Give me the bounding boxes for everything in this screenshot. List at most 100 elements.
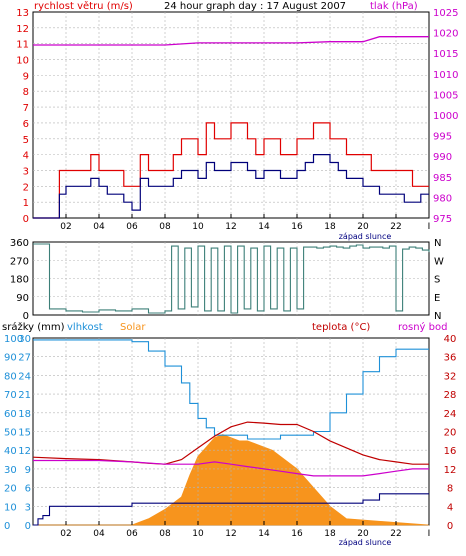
wind-average-line <box>33 154 429 219</box>
rain-tick-label: 6 <box>25 484 31 495</box>
wind-chart-x-tick-label: 04 <box>93 222 105 232</box>
bottom-chart-x-tick-label: I <box>428 529 431 539</box>
humidity-tick-label: 100 <box>4 334 23 345</box>
pressure-tick-label: 980 <box>433 193 452 204</box>
direction-degree-label: 0 <box>23 311 29 322</box>
temp-humidity-chart: srážky (mm) vlhkost Solar teplota (°C) r… <box>2 321 456 547</box>
humidity-tick-label: 80 <box>4 371 17 382</box>
wind-speed-tick-label: 5 <box>23 135 29 146</box>
temperature-tick-label: 24 <box>444 409 457 420</box>
wind-chart-x-tick-label: 18 <box>324 222 336 232</box>
bottom-chart-x-tick-label: 14 <box>258 529 270 539</box>
wind-chart-x-tick-label: 22 <box>390 222 401 232</box>
pressure-tick-label: 1010 <box>433 70 458 81</box>
rain-tick-label: 30 <box>18 334 31 345</box>
bottom-chart-x-tick-label: 02 <box>60 529 71 539</box>
wind-speed-tick-label: 10 <box>16 56 29 67</box>
humidity-tick-label: 40 <box>4 446 17 457</box>
temperature-tick-label: 28 <box>444 390 457 401</box>
temperature-tick-label: 4 <box>447 502 453 513</box>
rain-axis-title: srážky (mm) <box>2 321 65 333</box>
wind-speed-tick-label: 2 <box>23 182 29 193</box>
humidity-tick-label: 50 <box>4 428 17 439</box>
rain-tick-label: 15 <box>18 428 31 439</box>
temperature-tick-label: 16 <box>444 446 457 457</box>
humidity-tick-label: 10 <box>4 502 17 513</box>
direction-degree-label: 270 <box>10 256 29 267</box>
pressure-axis-title: tlak (hPa) <box>370 1 418 12</box>
wind-gust-line <box>33 122 429 219</box>
wind-direction-line <box>33 243 430 314</box>
wind-speed-tick-label: 6 <box>23 119 29 130</box>
wind-speed-tick-label: 9 <box>23 71 29 82</box>
direction-degree-label: 360 <box>10 238 29 249</box>
temperature-legend: teplota (°C) <box>312 322 370 333</box>
wind-chart-x-tick-label: 12 <box>225 222 236 232</box>
bottom-chart-x-tick-label: 18 <box>324 529 336 539</box>
pressure-line <box>33 36 429 46</box>
sunset-annotation-bottom: západ slunce <box>339 538 392 547</box>
wind-speed-tick-label: 0 <box>23 214 29 225</box>
bottom-chart-x-tick-label: 20 <box>357 529 369 539</box>
wind-speed-tick-label: 11 <box>16 40 29 51</box>
temperature-tick-label: 32 <box>444 371 457 382</box>
dewpoint-line <box>33 459 429 477</box>
rain-tick-label: 9 <box>25 465 31 476</box>
temperature-tick-label: 40 <box>444 334 457 345</box>
wind-chart-x-tick-label: 16 <box>291 222 303 232</box>
rain-line <box>33 493 429 526</box>
sunset-annotation-top: západ slunce <box>339 232 392 241</box>
rain-tick-label: 27 <box>18 353 31 364</box>
rain-tick-label: 12 <box>18 446 31 457</box>
wind-chart-x-tick-label: 06 <box>126 222 138 232</box>
direction-degree-label: 90 <box>16 293 29 304</box>
rain-tick-label: 0 <box>25 521 31 532</box>
dewpoint-legend: rosný bod <box>398 321 447 333</box>
bottom-chart-x-tick-label: 04 <box>93 529 105 539</box>
wind-chart-x-tick-label: 02 <box>60 222 71 232</box>
compass-label: E <box>434 293 440 304</box>
bottom-chart-x-tick-label: 16 <box>291 529 303 539</box>
temperature-tick-label: 0 <box>447 521 453 532</box>
bottom-chart-x-tick-label: 06 <box>126 529 138 539</box>
chart-title: 24 hour graph day : 17 August 2007 <box>164 1 346 12</box>
rain-tick-label: 21 <box>18 390 31 401</box>
pressure-tick-label: 1015 <box>433 49 458 60</box>
temperature-tick-label: 12 <box>444 465 457 476</box>
bottom-chart-x-tick-label: 12 <box>225 529 236 539</box>
pressure-tick-label: 1000 <box>433 111 458 122</box>
pressure-tick-label: 1025 <box>433 8 458 19</box>
pressure-tick-label: 990 <box>433 152 452 163</box>
wind-speed-tick-label: 3 <box>23 166 29 177</box>
wind-pressure-chart: rychlost větru (m/s) 24 hour graph day :… <box>16 0 458 241</box>
wind-chart-x-tick-label: 20 <box>357 222 369 232</box>
wind-chart-x-tick-label: 08 <box>159 222 171 232</box>
humidity-tick-label: 70 <box>4 390 17 401</box>
humidity-tick-label: 30 <box>4 465 17 476</box>
temperature-tick-label: 20 <box>444 428 457 439</box>
compass-label: W <box>434 256 444 267</box>
bottom-chart-x-tick-label: 08 <box>159 529 171 539</box>
direction-degree-label: 180 <box>10 275 29 286</box>
wind-chart-x-tick-label: 10 <box>192 222 204 232</box>
compass-label: N <box>434 311 441 322</box>
humidity-tick-label: 90 <box>4 353 17 364</box>
wind-chart-x-tick-label: 14 <box>258 222 270 232</box>
wind-speed-tick-label: 7 <box>23 103 29 114</box>
compass-label: N <box>434 238 441 249</box>
wind-speed-tick-label: 8 <box>23 87 29 98</box>
temperature-tick-label: 8 <box>447 484 453 495</box>
pressure-tick-label: 985 <box>433 173 452 184</box>
wind-chart-x-tick-label: I <box>428 222 431 232</box>
pressure-tick-label: 1005 <box>433 90 458 101</box>
wind-speed-axis-title: rychlost větru (m/s) <box>34 0 133 12</box>
rain-tick-label: 3 <box>25 502 31 513</box>
pressure-tick-label: 975 <box>433 214 452 225</box>
pressure-tick-label: 1020 <box>433 29 458 40</box>
wind-speed-tick-label: 12 <box>16 24 29 35</box>
humidity-legend: vlhkost <box>67 322 103 333</box>
pressure-tick-label: 995 <box>433 132 452 143</box>
temperature-tick-label: 36 <box>444 353 457 364</box>
